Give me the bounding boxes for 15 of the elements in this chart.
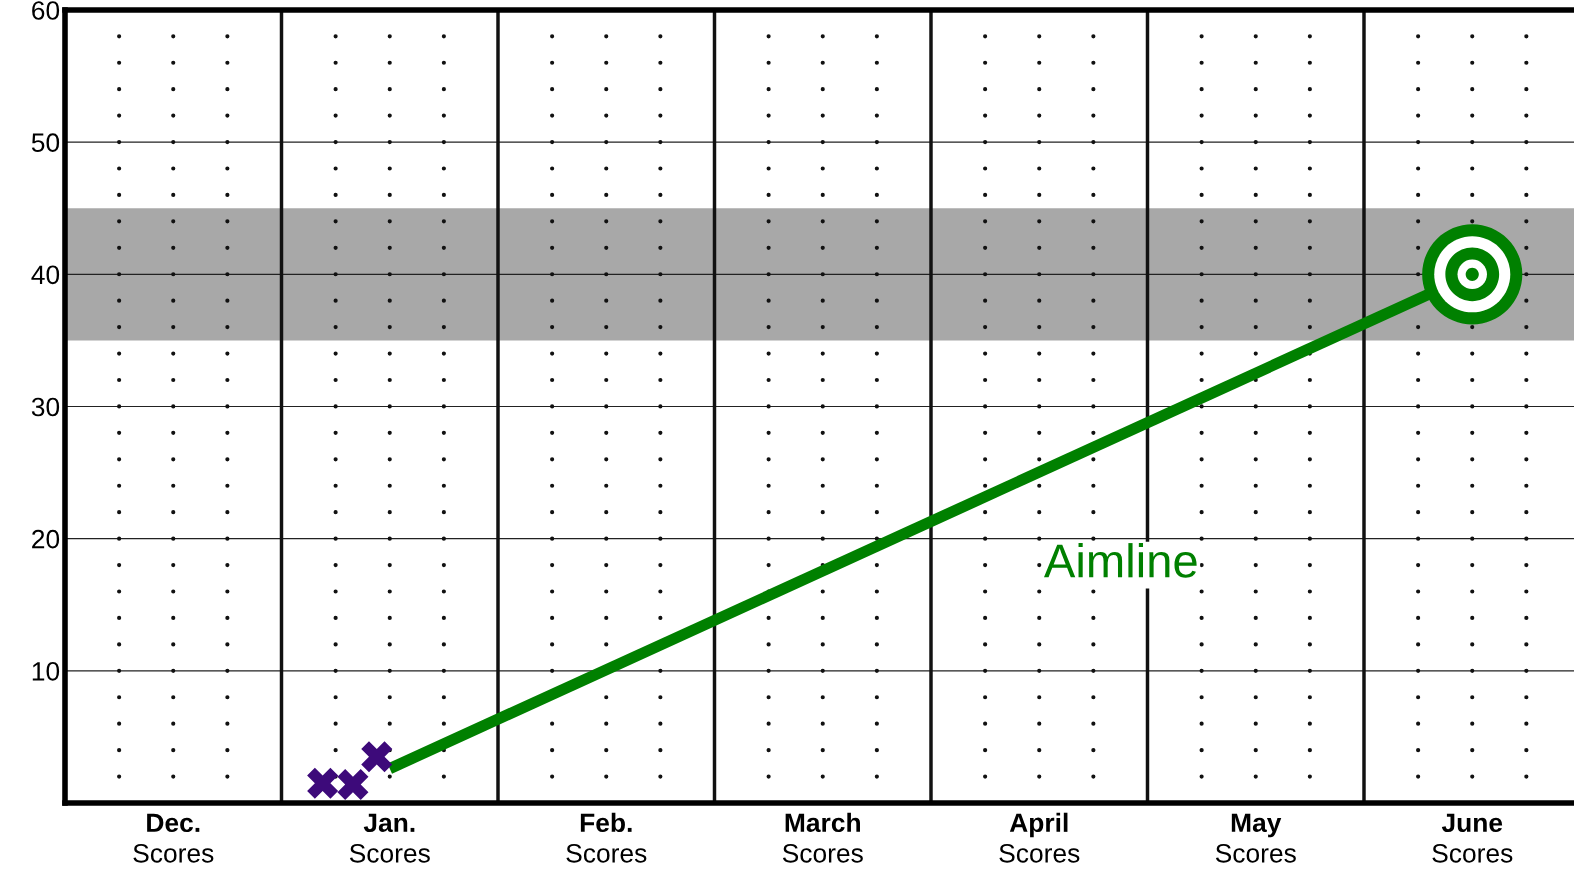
annotation: Aimline	[1043, 543, 1197, 578]
x-tick-label: Feb. Scores	[566, 812, 647, 863]
y-tick-label: 30	[31, 397, 60, 417]
y-tick-label: 20	[32, 529, 60, 549]
x-tick-label: May Scores	[1215, 813, 1296, 863]
y-tick-label: 50	[31, 133, 60, 152]
x-tick-label: June Scores	[1432, 813, 1513, 863]
y-tick-label: 60	[32, 1, 60, 20]
y-tick-label: 10	[32, 661, 60, 681]
x-tick-label: April Scores	[999, 812, 1080, 863]
x-tick-label: March Scores	[782, 812, 863, 863]
point	[337, 768, 369, 801]
x-tick-label: Dec. Scores	[133, 813, 214, 863]
y-tick-label: 40	[31, 265, 60, 285]
x-tick-label: Jan. Scores	[349, 813, 430, 863]
